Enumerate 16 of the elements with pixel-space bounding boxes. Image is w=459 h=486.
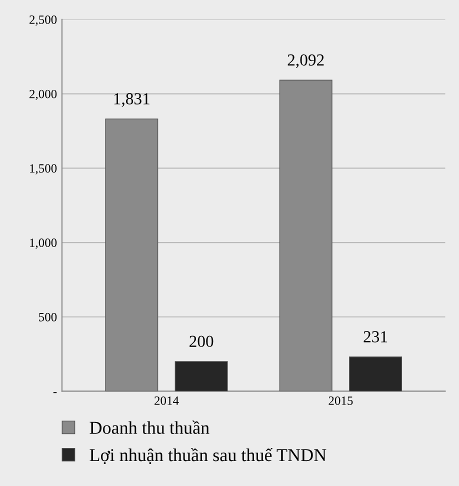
y-tick-label: 2,000 (30, 90, 57, 100)
y-tick-label: 2,500 (30, 15, 57, 26)
data-label: 231 (364, 331, 388, 342)
y-tick-label: 500 (39, 312, 57, 322)
data-label: 2,092 (288, 54, 324, 68)
data-label: 200 (190, 336, 214, 347)
bar (174, 361, 228, 392)
legend-label: Lợi nhuận thuần sau thuế TNDN (90, 448, 326, 464)
y-tick-label: 1,500 (30, 164, 57, 174)
x-tick-label: 2015 (328, 396, 353, 405)
legend-label: Doanh thu thuần (90, 420, 210, 434)
bar (349, 356, 402, 392)
x-tick-label: 2014 (154, 396, 179, 405)
y-tick-label: - (53, 392, 57, 394)
data-label: 1,831 (114, 93, 150, 107)
y-tick-label: 1,000 (30, 238, 57, 249)
